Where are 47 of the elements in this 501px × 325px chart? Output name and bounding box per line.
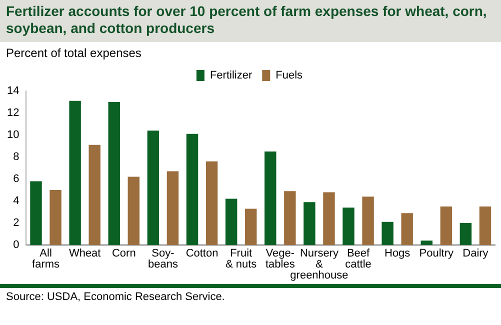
x-tick-label: Beef cattle <box>345 248 372 271</box>
y-tick-label: 4 <box>13 195 20 208</box>
bar <box>166 171 179 245</box>
bar <box>382 222 394 245</box>
bar <box>323 192 335 245</box>
bar <box>284 191 296 245</box>
bar <box>186 134 198 245</box>
x-tick-label: Dairy <box>462 248 489 260</box>
bar <box>460 223 472 245</box>
bar <box>30 181 42 245</box>
bar <box>264 152 276 245</box>
y-axis-title: Percent of total expenses <box>5 45 142 60</box>
bar <box>206 161 218 245</box>
legend-label: Fuels <box>276 70 304 82</box>
bar <box>440 206 452 245</box>
bar <box>128 176 140 245</box>
x-tick-label: Corn <box>112 248 136 260</box>
bar <box>88 144 100 245</box>
bar <box>108 102 120 245</box>
bar <box>225 198 238 245</box>
bar <box>362 196 374 245</box>
bar <box>420 240 432 245</box>
x-tick-label: All farms <box>32 248 60 271</box>
bar <box>342 208 354 245</box>
y-tick-label: 8 <box>13 151 20 164</box>
x-tick-label: Cotton <box>186 248 218 260</box>
y-tick-label: 14 <box>6 85 20 98</box>
x-tick-label: Poultry <box>419 248 454 260</box>
x-tick-label: Wheat <box>68 248 101 260</box>
source-note: Source: USDA, Economic Research Service. <box>0 284 501 306</box>
y-tick-label: 10 <box>6 129 20 142</box>
x-tick-label: Fruit & nuts <box>225 248 258 271</box>
bar <box>147 130 160 245</box>
x-tick-label: Hogs <box>384 248 411 260</box>
bar <box>50 190 62 245</box>
bar <box>304 202 316 245</box>
y-tick-label: 2 <box>13 217 20 230</box>
x-tick-label: Soy- beans <box>148 248 178 271</box>
bar <box>244 208 257 245</box>
y-tick-label: 6 <box>13 173 20 186</box>
bar <box>69 100 81 245</box>
chart-title: Fertilizer accounts for over 10 percent of farm expenses for wheat, corn, soybean, and cotton producers <box>0 0 501 42</box>
bar <box>479 206 492 245</box>
legend-label: Fertilizer <box>210 70 252 82</box>
bar <box>401 213 413 245</box>
y-tick-label: 0 <box>13 239 20 252</box>
y-tick-label: 12 <box>6 107 20 120</box>
